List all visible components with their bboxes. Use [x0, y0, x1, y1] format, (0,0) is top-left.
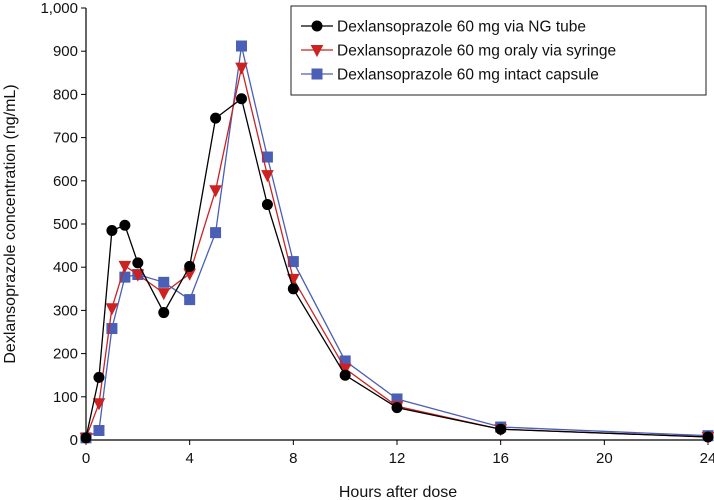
y-tick-label: 500 [53, 216, 78, 233]
legend-item: Dexlansoprazole 60 mg via NG tube [301, 19, 586, 36]
data-point [261, 199, 273, 211]
data-point [210, 112, 222, 124]
data-point [105, 303, 119, 316]
y-tick-label: 800 [53, 86, 78, 103]
data-point [235, 62, 248, 75]
y-tick-label: 900 [53, 43, 78, 60]
data-point [184, 294, 196, 306]
series-3 [80, 40, 714, 444]
data-point [236, 40, 247, 52]
legend-marker [311, 68, 323, 80]
x-tick-label: 8 [289, 450, 297, 467]
legend-item: Dexlansoprazole 60 mg intact capsule [301, 67, 599, 84]
axes: 0 100 200 300 400 500 600 700 800 900 1,000 0 4 8 12 16… [40, 0, 714, 467]
legend-item: Dexlansoprazole 60 mg oraly via syringe [301, 43, 616, 60]
series-line [85, 97, 709, 438]
x-tick-label: 24 [700, 450, 714, 467]
data-point [236, 93, 247, 105]
data-point [702, 431, 714, 443]
data-point [106, 323, 118, 335]
legend-label: Dexlansoprazole 60 mg intact capsule [337, 67, 599, 84]
data-point [119, 219, 131, 231]
legend-label: Dexlansoprazole 60 mg via NG tube [337, 19, 586, 36]
x-tick-label: 16 [492, 450, 509, 467]
legend: Dexlansoprazole 60 mg via NG tube Dexlans… [290, 5, 707, 96]
data-point [158, 307, 170, 319]
data-point [92, 398, 106, 411]
y-tick-label: 700 [53, 130, 78, 147]
data-point [131, 269, 145, 282]
y-tick-label: 0 [70, 432, 78, 449]
data-point [287, 283, 299, 295]
y-axis-title: Dexlansoprazole concentration (ng/mL) [2, 84, 19, 363]
y-tick-label: 1,000 [40, 0, 78, 17]
x-tick-label: 0 [82, 450, 90, 467]
data-point [184, 260, 196, 272]
y-tick-label: 400 [53, 259, 78, 276]
x-axis-title: Hours after dose [339, 484, 457, 500]
legend-label: Dexlansoprazole 60 mg oraly via syringe [337, 43, 616, 60]
y-tick-label: 200 [53, 346, 78, 363]
x-tick-label: 4 [185, 450, 193, 467]
series-line [85, 45, 709, 439]
data-point [106, 224, 118, 236]
data-point [339, 369, 351, 381]
data-point [93, 424, 105, 436]
legend-marker [311, 20, 323, 32]
x-tick-label: 20 [596, 450, 613, 467]
data-point [495, 423, 507, 435]
x-tick-label: 12 [389, 450, 406, 467]
data-point [157, 288, 171, 301]
series-1 [80, 93, 714, 444]
data-point [93, 371, 105, 383]
data-point [118, 260, 132, 273]
data-point [132, 257, 144, 269]
y-tick-label: 100 [53, 389, 78, 406]
legend-marker [310, 45, 324, 58]
y-tick-label: 600 [53, 173, 78, 190]
data-point [209, 185, 222, 198]
data-point [391, 402, 403, 414]
data-point [158, 276, 170, 288]
y-tick-label: 300 [53, 302, 78, 319]
series-2 [79, 62, 714, 445]
data-point [261, 170, 274, 183]
data-point [80, 432, 92, 444]
series-line [85, 67, 709, 439]
legend-box [290, 5, 707, 96]
data-point [210, 227, 222, 239]
series-layer [79, 40, 714, 445]
